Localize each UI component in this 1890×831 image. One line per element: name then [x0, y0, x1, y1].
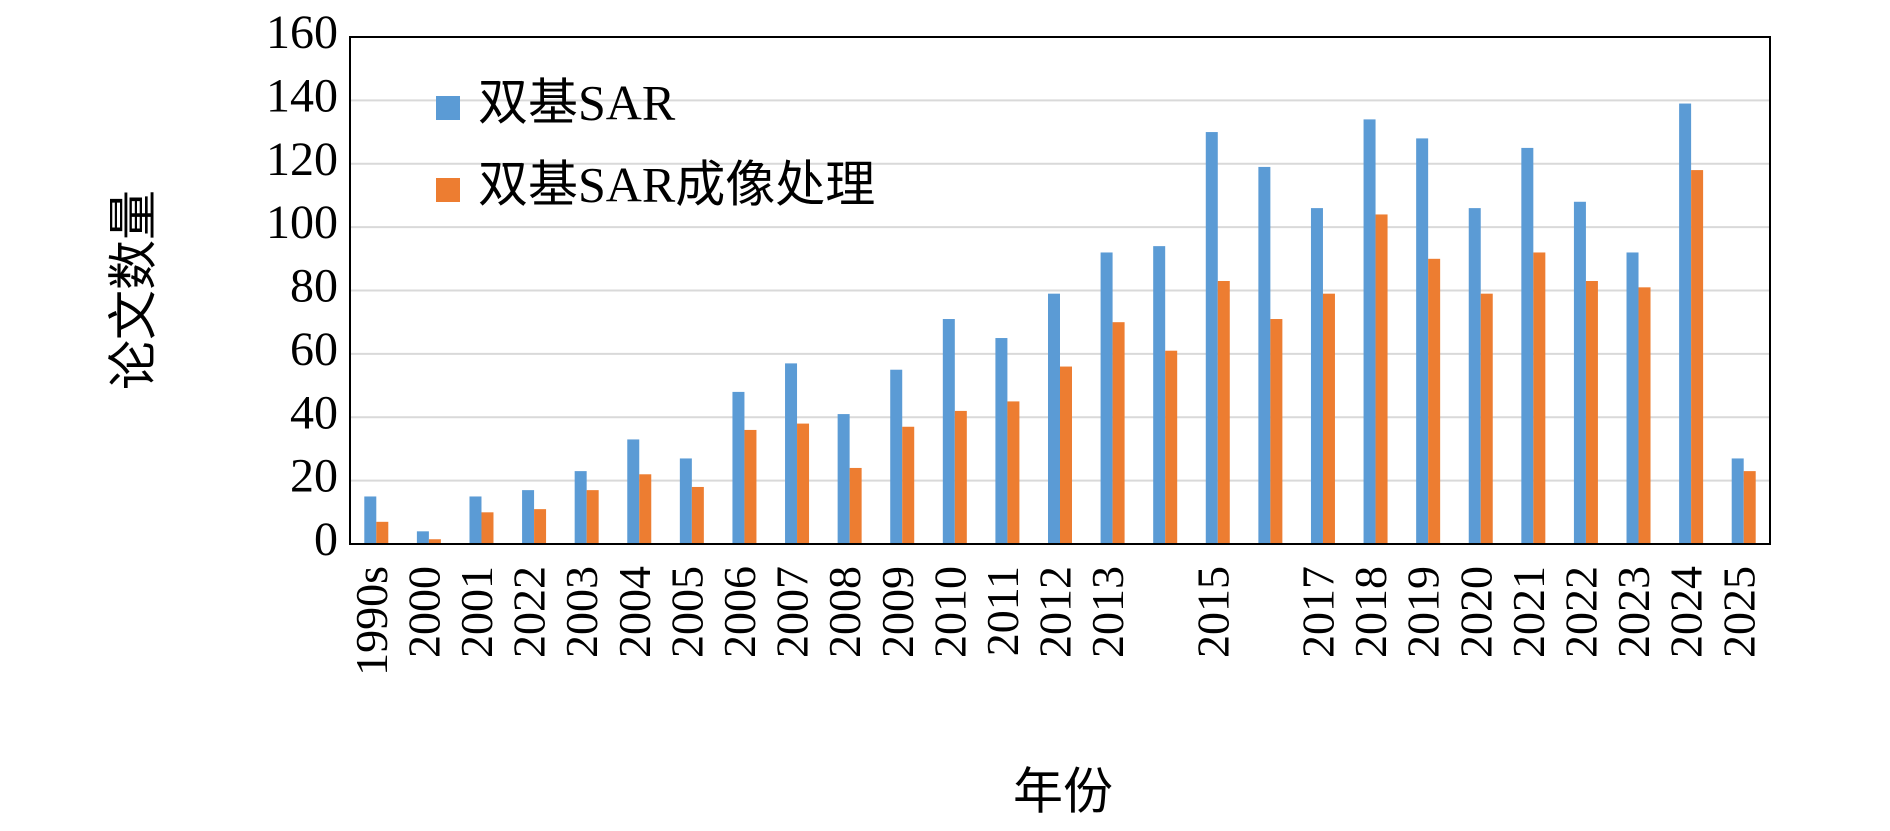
- x-tick-label: 2020: [1450, 566, 1501, 658]
- bar: [522, 490, 535, 544]
- bar: [1585, 280, 1598, 544]
- bar: [1731, 458, 1744, 544]
- bar: [639, 474, 652, 544]
- bar: [1153, 246, 1166, 544]
- bar: [837, 414, 850, 544]
- bar: [469, 496, 482, 544]
- bar: [1533, 252, 1546, 544]
- y-tick-label: 140: [266, 69, 338, 122]
- bar: [1100, 252, 1113, 544]
- bar: [1679, 103, 1692, 544]
- y-tick-label: 100: [266, 196, 338, 249]
- bar: [797, 423, 810, 544]
- bar: [1626, 252, 1639, 544]
- legend-label: 双基SAR: [478, 74, 676, 130]
- x-tick-label: 2025: [1713, 566, 1764, 658]
- bar: [364, 496, 377, 544]
- bar: [1416, 138, 1429, 544]
- legend-swatch: [436, 96, 460, 120]
- x-tick-label: 2001: [451, 566, 502, 658]
- bar: [732, 391, 745, 544]
- bar: [744, 429, 757, 544]
- bar: [534, 509, 547, 544]
- bar: [942, 319, 955, 544]
- y-tick-label: 80: [290, 260, 338, 313]
- bar: [849, 467, 862, 544]
- bar: [376, 521, 389, 544]
- x-tick-label: 2012: [1030, 566, 1081, 658]
- bar: [995, 338, 1008, 544]
- x-tick-label: 2019: [1398, 566, 1449, 658]
- x-tick-label: 2000: [398, 566, 449, 658]
- bar: [1217, 280, 1230, 544]
- bar: [428, 539, 441, 544]
- legend-swatch: [436, 178, 460, 202]
- x-tick-label: 2005: [661, 566, 712, 658]
- bar: [954, 410, 967, 544]
- x-tick-label: 2009: [872, 566, 923, 658]
- bar: [679, 458, 692, 544]
- x-tick-label: 2015: [1187, 566, 1238, 658]
- bar: [902, 426, 915, 544]
- x-tick-label: 2018: [1345, 566, 1396, 658]
- bar: [691, 486, 704, 544]
- plot-frame: [349, 36, 1771, 545]
- bar: [1165, 350, 1178, 544]
- bar: [1310, 208, 1323, 545]
- bar: [416, 531, 429, 544]
- x-axis-title: 年份: [1013, 763, 1113, 819]
- bar: [1743, 471, 1756, 544]
- bar: [1060, 366, 1072, 544]
- y-tick-label: 40: [290, 386, 338, 439]
- bar: [1638, 287, 1651, 544]
- bar: [1428, 258, 1441, 544]
- x-tick-label: 2006: [714, 566, 765, 658]
- bar: [785, 363, 798, 544]
- y-tick-label: 0: [314, 513, 338, 566]
- x-tick-label: 2024: [1661, 566, 1712, 658]
- bar: [1048, 293, 1060, 544]
- bar: [1112, 322, 1125, 544]
- y-tick-label: 120: [266, 133, 338, 186]
- y-tick-label: 60: [290, 323, 338, 376]
- x-tick-label: 2004: [609, 566, 660, 658]
- legend-label: 双基SAR成像处理: [478, 156, 875, 212]
- x-tick-label: 2013: [1082, 566, 1133, 658]
- bar: [1258, 166, 1271, 544]
- x-tick-label: 2017: [1293, 566, 1344, 658]
- x-tick-label: 2011: [977, 566, 1028, 656]
- bar: [1007, 401, 1020, 544]
- x-tick-label: 2003: [556, 566, 607, 658]
- bar: [1363, 119, 1376, 544]
- bar: [574, 471, 587, 544]
- bar: [1480, 293, 1493, 544]
- y-tick-label: 160: [266, 6, 338, 59]
- bar: [1573, 201, 1586, 544]
- x-tick-label: 2021: [1503, 566, 1554, 658]
- x-tick-label: 2008: [819, 566, 870, 658]
- x-tick-label: 2022: [504, 566, 555, 658]
- bar: [586, 490, 599, 544]
- bar: [1270, 319, 1283, 544]
- bar: [1521, 147, 1534, 544]
- x-tick-label: 2010: [924, 566, 975, 658]
- x-tick-label: 1990s: [346, 566, 397, 676]
- x-tick-label: 2007: [767, 566, 818, 658]
- y-axis-title: 论文数量: [105, 190, 161, 390]
- bar: [1375, 214, 1388, 544]
- bar: [1468, 208, 1481, 545]
- bar: [481, 512, 494, 544]
- bar: [1691, 170, 1704, 544]
- bar: [890, 369, 903, 544]
- bar: [1322, 293, 1335, 544]
- y-tick-label: 20: [290, 450, 338, 503]
- x-tick-label: 2023: [1608, 566, 1659, 658]
- x-tick-label: 2022: [1555, 566, 1606, 658]
- bar: [1205, 132, 1218, 544]
- bar: [627, 439, 640, 544]
